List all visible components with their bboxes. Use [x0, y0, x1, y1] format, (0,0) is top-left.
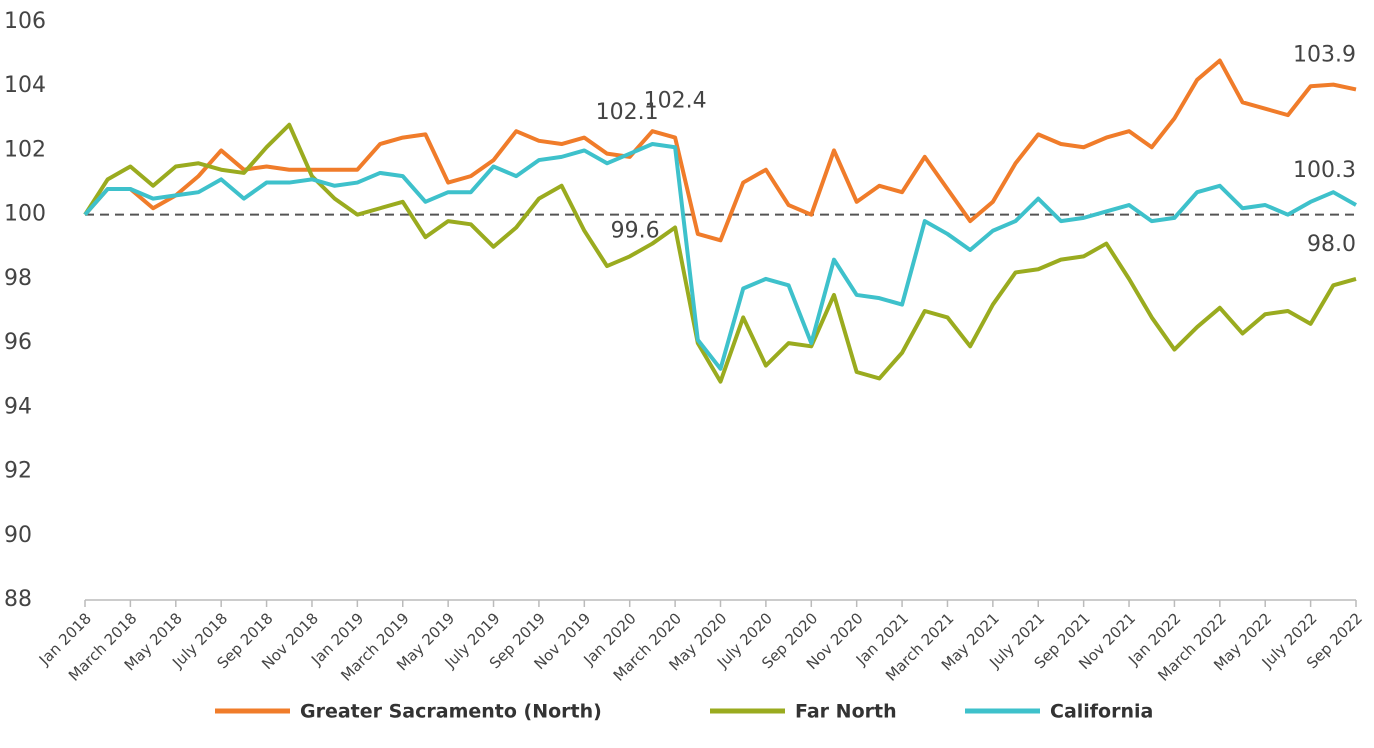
value-label: 100.3	[1293, 158, 1356, 183]
value-label: 102.4	[644, 89, 707, 114]
legend-label: Greater Sacramento (North)	[300, 701, 602, 723]
y-tick-label: 102	[4, 137, 46, 162]
value-label: 99.6	[611, 219, 660, 244]
series-line	[83, 142, 1357, 371]
y-tick-label: 88	[4, 587, 32, 612]
value-label: 102.1	[596, 100, 659, 125]
y-tick-label: 90	[4, 523, 32, 548]
series-line	[83, 122, 1357, 384]
value-label: 103.9	[1293, 42, 1356, 67]
y-tick-label: 100	[4, 202, 46, 227]
y-tick-label: 92	[4, 459, 32, 484]
y-tick-label: 104	[4, 73, 46, 98]
legend-label: Far North	[795, 701, 897, 723]
legend-label: California	[1050, 701, 1153, 723]
y-tick-label: 98	[4, 266, 32, 291]
y-tick-label: 96	[4, 330, 32, 355]
value-label: 98.0	[1307, 232, 1356, 257]
series-line	[83, 58, 1357, 243]
y-tick-label: 106	[4, 9, 46, 34]
y-tick-label: 94	[4, 394, 32, 419]
